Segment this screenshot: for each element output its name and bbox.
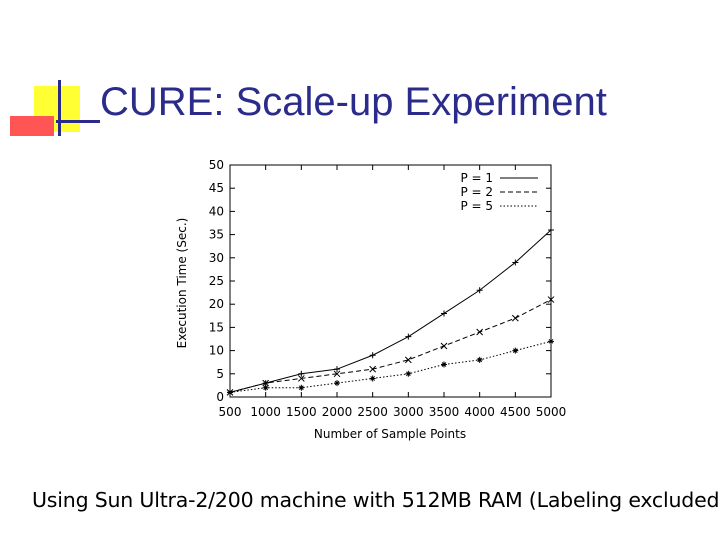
y-tick-label: 25 — [209, 274, 224, 288]
data-point — [369, 352, 376, 359]
data-point — [512, 347, 519, 354]
x-tick-label: 2000 — [322, 405, 353, 419]
series-line-p5 — [229, 340, 552, 393]
data-point — [440, 342, 448, 350]
data-point — [369, 375, 376, 382]
x-tick-label: 1500 — [286, 405, 317, 419]
data-point — [262, 384, 269, 391]
data-point — [405, 333, 412, 340]
data-point — [227, 389, 233, 396]
data-point — [298, 370, 305, 377]
data-point — [298, 384, 305, 391]
data-point — [334, 366, 340, 373]
legend-label: P = 1 — [460, 171, 493, 185]
data-point — [547, 296, 555, 303]
legend-label: P = 5 — [460, 199, 493, 213]
slide-caption: Using Sun Ultra-2/200 machine with 512MB… — [32, 488, 720, 512]
slide-title: CURE: Scale-up Experiment — [100, 80, 607, 124]
x-tick-label: 4500 — [500, 405, 531, 419]
x-tick-label: 500 — [219, 405, 242, 419]
y-tick-label: 0 — [216, 390, 224, 404]
x-tick-label: 5000 — [536, 405, 567, 419]
axis-ticks: 0 5 10 15 20 25 30 35 40 45 50 500 1000 1500 2000 2500 3… — [209, 158, 567, 419]
x-axis-label: Number of Sample Points — [314, 427, 466, 441]
data-point — [548, 226, 554, 233]
data-point — [476, 356, 483, 363]
blue-horizontal-line-decoration — [56, 120, 100, 123]
data-point — [441, 310, 447, 317]
legend-label: P = 2 — [460, 185, 493, 199]
data-point — [476, 328, 484, 336]
data-point — [404, 356, 412, 364]
data-point — [476, 287, 483, 294]
data-point — [297, 375, 305, 382]
x-tick-label: 1000 — [250, 405, 281, 419]
data-point — [441, 361, 447, 368]
data-point — [369, 365, 377, 373]
data-point — [262, 379, 270, 387]
y-tick-label: 30 — [209, 251, 224, 265]
series-line-p2 — [229, 299, 552, 393]
data-point — [511, 314, 519, 322]
y-tick-label: 10 — [209, 344, 224, 358]
y-tick-label: 35 — [209, 228, 224, 242]
y-tick-label: 40 — [209, 204, 224, 218]
red-bar-decoration — [10, 116, 54, 136]
data-point — [405, 370, 412, 377]
y-tick-label: 45 — [209, 181, 224, 195]
x-tick-label: 3000 — [393, 405, 424, 419]
y-axis-label: Execution Time (Sec.) — [175, 218, 189, 349]
y-tick-label: 20 — [209, 297, 224, 311]
plot-frame — [229, 164, 552, 398]
series-line-p1 — [229, 229, 552, 393]
series-group — [226, 226, 555, 396]
y-tick-label: 15 — [209, 320, 224, 334]
blue-vertical-line-decoration — [58, 80, 61, 136]
legend: P = 1P = 2P = 5 — [460, 171, 538, 213]
y-tick-label: 5 — [216, 367, 224, 381]
x-tick-label: 3500 — [429, 405, 460, 419]
x-tick-label: 2500 — [357, 405, 388, 419]
data-point — [512, 259, 519, 266]
x-tick-label: 4000 — [464, 405, 495, 419]
data-point — [333, 370, 341, 378]
y-tick-label: 50 — [209, 158, 224, 172]
data-point — [334, 380, 340, 387]
data-point — [548, 338, 554, 345]
